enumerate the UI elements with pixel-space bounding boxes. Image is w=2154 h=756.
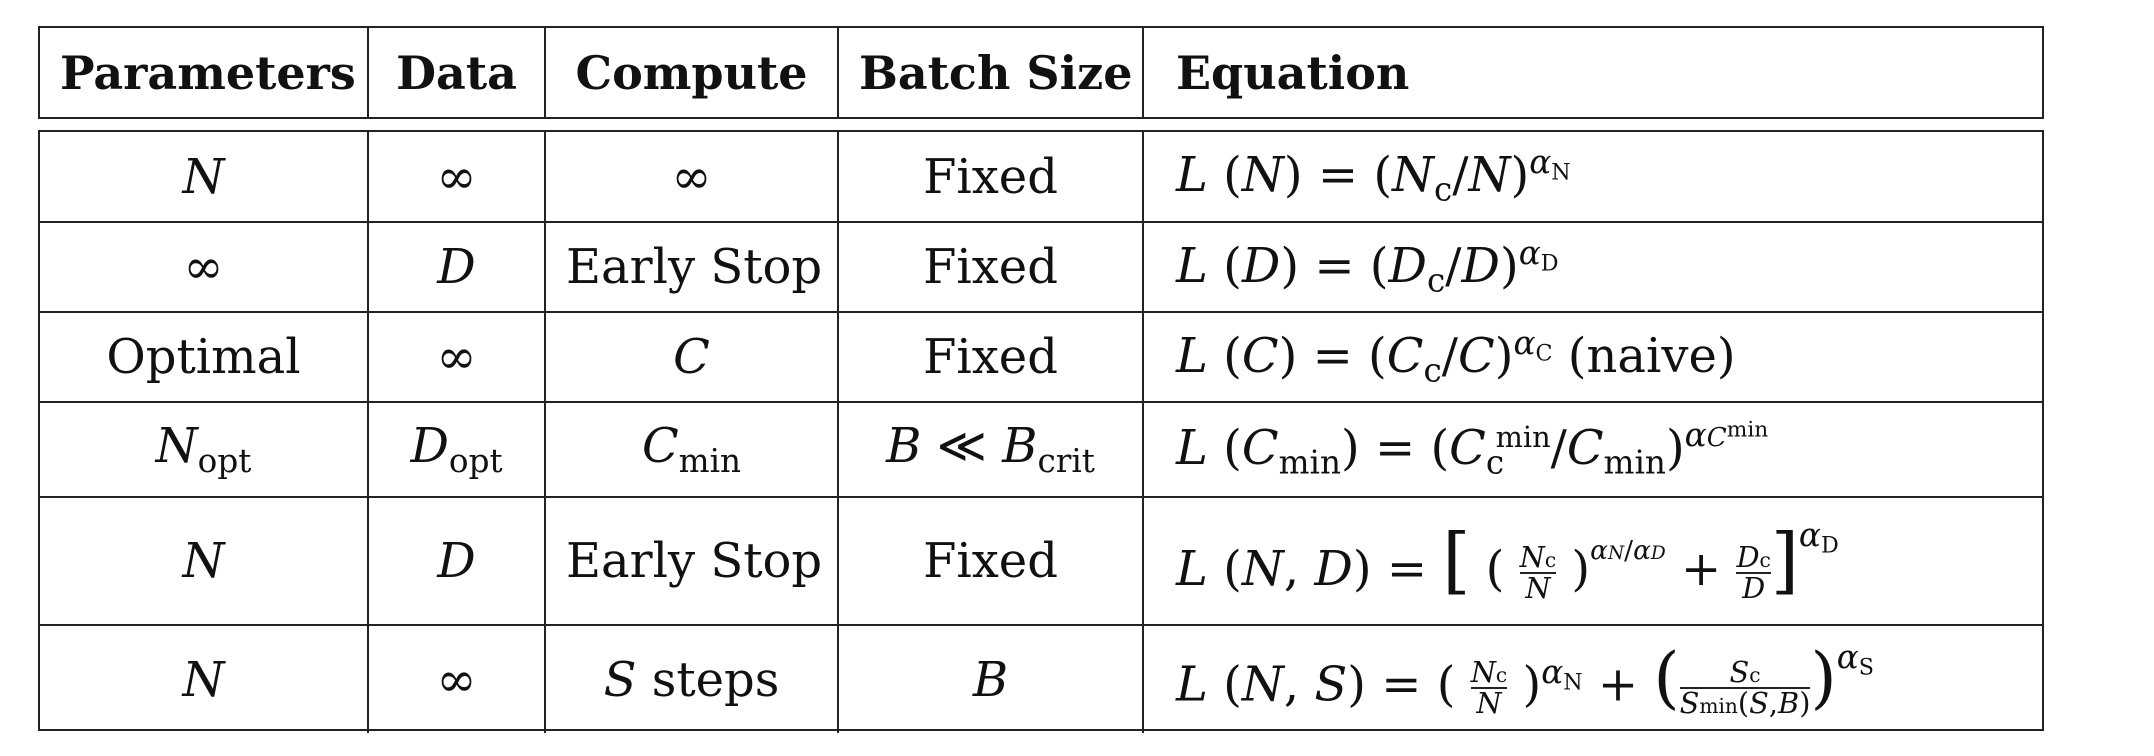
- cell-batch-size: Fixed: [837, 132, 1144, 223]
- cell-data: D: [367, 221, 546, 313]
- cell-data: ∞: [367, 311, 546, 403]
- table-header: Parameters Data Compute Batch Size Equat…: [38, 26, 2044, 119]
- cell-parameters: N: [40, 624, 369, 733]
- cell-data: ∞: [367, 132, 546, 223]
- cell-data: Dopt: [367, 401, 546, 498]
- header-compute: Compute: [544, 28, 839, 117]
- table-row: N ∞ ∞ Fixed L (N) = (Nc/N)αN: [40, 132, 2042, 223]
- cell-data: D: [367, 496, 546, 626]
- cell-batch-size: Fixed: [837, 496, 1144, 626]
- cell-parameters: Optimal: [40, 311, 369, 403]
- cell-compute: Cmin: [544, 401, 839, 498]
- cell-batch-size: Fixed: [837, 221, 1144, 313]
- table-row: Nopt Dopt Cmin B ≪ Bcrit L (Cmin) = (Ccm…: [40, 401, 2042, 498]
- table-row: ∞ D Early Stop Fixed L (D) = (Dc/D)αD: [40, 221, 2042, 313]
- cell-batch-size: B ≪ Bcrit: [837, 401, 1144, 498]
- cell-compute: ∞: [544, 132, 839, 223]
- cell-parameters: N: [40, 496, 369, 626]
- cell-compute: C: [544, 311, 839, 403]
- header-batch-size: Batch Size: [837, 28, 1144, 117]
- cell-compute: Early Stop: [544, 221, 839, 313]
- cell-batch-size: Fixed: [837, 311, 1144, 403]
- cell-equation: L (D) = (Dc/D)αD: [1142, 221, 2042, 313]
- header-data: Data: [367, 28, 546, 117]
- cell-equation: L (N, D) = [ ( Nc N )αN/αD + Dc D]αD: [1142, 496, 2042, 626]
- header-equation: Equation: [1142, 28, 2042, 117]
- header-parameters: Parameters: [40, 28, 369, 117]
- cell-equation: L (Cmin) = (Ccmin/Cmin)αCmin: [1142, 401, 2042, 498]
- cell-parameters: ∞: [40, 221, 369, 313]
- table-row: N D Early Stop Fixed L (N, D) = [ ( Nc N …: [40, 496, 2042, 626]
- table-row: Optimal ∞ C Fixed L (C) = (Cc/C)αC (naiv…: [40, 311, 2042, 403]
- cell-parameters: Nopt: [40, 401, 369, 498]
- cell-compute: Early Stop: [544, 496, 839, 626]
- cell-compute: S steps: [544, 624, 839, 733]
- cell-equation: L (N) = (Nc/N)αN: [1142, 132, 2042, 223]
- table-row: N ∞ S steps B L (N, S) = ( Nc N )αN + (Sc…: [40, 624, 2042, 733]
- cell-equation: L (C) = (Cc/C)αC (naive): [1142, 311, 2042, 403]
- cell-batch-size: B: [837, 624, 1144, 733]
- cell-equation: L (N, S) = ( Nc N )αN + (Sc Smin(S,B))αS: [1142, 624, 2042, 733]
- cell-data: ∞: [367, 624, 546, 733]
- table-body: N ∞ ∞ Fixed L (N) = (Nc/N)αN ∞ D Early S…: [38, 130, 2044, 733]
- cell-parameters: N: [40, 132, 369, 223]
